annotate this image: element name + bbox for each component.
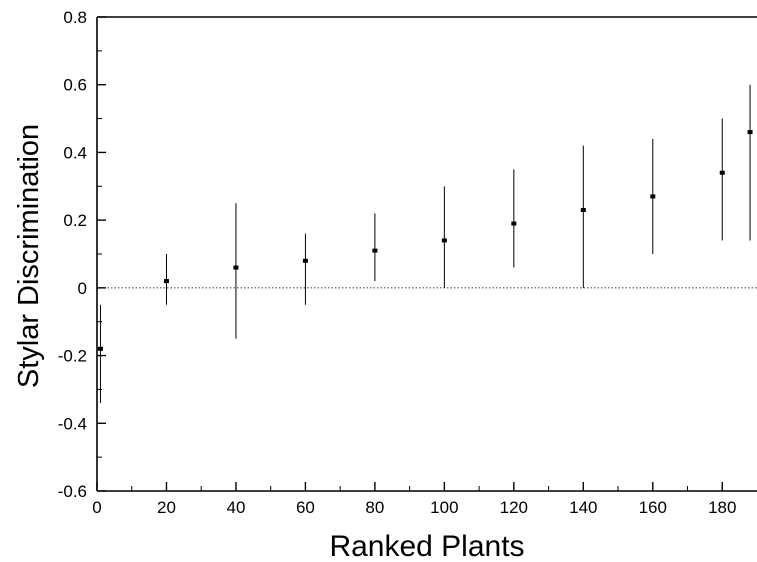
y-tick-label-0: -0.6 — [58, 482, 87, 501]
data-point-0-7 — [580, 207, 586, 212]
data-point-0-0 — [97, 346, 103, 351]
plot-area — [97, 16, 757, 403]
x-tick-label-6: 120 — [500, 498, 528, 517]
x-tick-label-8: 160 — [639, 498, 667, 517]
y-tick-label-1: -0.4 — [58, 414, 87, 433]
y-tick-label-7: 0.8 — [63, 8, 87, 27]
data-point-0-4 — [372, 248, 378, 253]
x-tick-label-9: 180 — [708, 498, 736, 517]
x-tick-label-5: 100 — [430, 498, 458, 517]
x-tick-label-0: 0 — [92, 498, 101, 517]
x-tick-label-7: 140 — [569, 498, 597, 517]
y-axis-title: Stylar Discrimination — [13, 124, 45, 388]
y-axis: -0.6 -0.4 -0.2 0 0.2 0.4 0.6 0.8 — [58, 8, 106, 501]
data-point-0-5 — [441, 238, 447, 243]
data-point-0-8 — [650, 194, 656, 199]
y-tick-label-5: 0.4 — [63, 143, 87, 162]
data-point-0-2 — [233, 265, 239, 270]
x-tick-label-1: 20 — [157, 498, 176, 517]
data-point-0-9 — [719, 170, 725, 175]
x-tick-label-2: 40 — [226, 498, 245, 517]
x-axis-title: Ranked Plants — [329, 530, 524, 562]
y-tick-label-3: 0 — [78, 279, 87, 298]
y-tick-label-2: -0.2 — [58, 347, 87, 366]
data-point-0-10 — [747, 130, 753, 135]
y-tick-label-4: 0.2 — [63, 211, 87, 230]
x-tick-label-4: 80 — [365, 498, 384, 517]
data-point-0-3 — [302, 258, 308, 263]
data-point-0-1 — [163, 279, 169, 284]
x-axis: 0 20 40 60 80 100 120 140 160 180 — [92, 482, 757, 517]
y-tick-label-6: 0.6 — [63, 76, 87, 95]
x-tick-label-3: 60 — [296, 498, 315, 517]
data-point-0-6 — [511, 221, 517, 226]
